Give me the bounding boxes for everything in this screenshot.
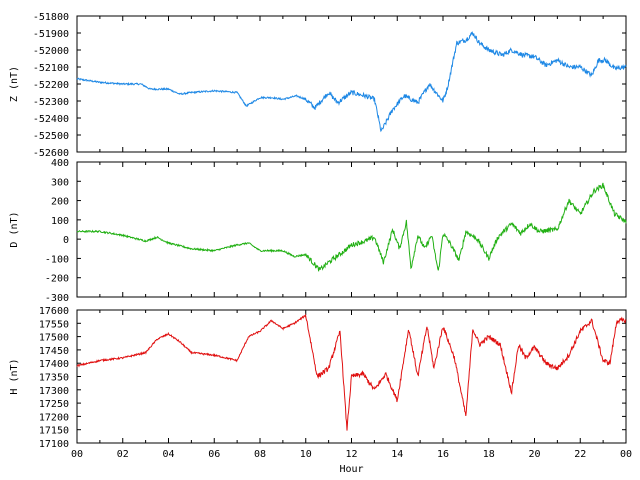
ytick-label-h: 17200 — [39, 412, 69, 423]
ytick-label-z: -52300 — [33, 97, 69, 108]
ytick-label-h: 17350 — [39, 373, 69, 384]
xtick-label: 04 — [162, 449, 174, 460]
ytick-label-d: 100 — [51, 216, 69, 227]
xtick-label: 00 — [71, 449, 83, 460]
ytick-label-h: 17150 — [39, 426, 69, 437]
ytick-label-h: 17500 — [39, 333, 69, 344]
series-line-h — [76, 313, 626, 431]
xtick-label: 06 — [208, 449, 220, 460]
ytick-label-z: -52200 — [33, 80, 69, 91]
xtick-label: 16 — [437, 449, 449, 460]
ylabel-h: H (nT) — [9, 358, 20, 394]
ytick-label-h: 17250 — [39, 399, 69, 410]
ytick-label-h: 17300 — [39, 386, 69, 397]
ytick-label-h: 17100 — [39, 439, 69, 450]
ytick-label-d: -100 — [45, 254, 69, 265]
ytick-label-d: 300 — [51, 177, 69, 188]
ylabel-z: Z (nT) — [9, 66, 20, 102]
xtick-label: 00 — [620, 449, 632, 460]
xtick-label: 18 — [483, 449, 495, 460]
series-line-z — [76, 30, 627, 133]
ytick-label-z: -51800 — [33, 12, 69, 23]
xtick-label: 14 — [391, 449, 403, 460]
xtick-label: 08 — [254, 449, 266, 460]
ytick-label-d: -200 — [45, 274, 69, 285]
ytick-label-d: 200 — [51, 197, 69, 208]
ytick-label-z: -52600 — [33, 148, 69, 159]
panel-frame-z — [76, 15, 627, 153]
xtick-label: 02 — [117, 449, 129, 460]
ytick-label-d: 400 — [51, 158, 69, 169]
ytick-label-h: 17450 — [39, 346, 69, 357]
xtick-label: 22 — [574, 449, 586, 460]
ytick-label-d: -300 — [45, 293, 69, 304]
ytick-label-z: -52500 — [33, 131, 69, 142]
ytick-label-h: 17400 — [39, 359, 69, 370]
ytick-label-z: -52100 — [33, 63, 69, 74]
ytick-label-h: 17550 — [39, 319, 69, 330]
xtick-label: 20 — [528, 449, 540, 460]
ytick-label-z: -52400 — [33, 114, 69, 125]
ytick-label-d: 0 — [63, 235, 69, 246]
xlabel: Hour — [339, 464, 363, 475]
series-line-d — [76, 182, 627, 272]
xtick-label: 10 — [300, 449, 312, 460]
ytick-label-z: -52000 — [33, 46, 69, 57]
ylabel-d: D (nT) — [9, 211, 20, 247]
xtick-label: 12 — [345, 449, 357, 460]
ytick-label-z: -51900 — [33, 29, 69, 40]
ytick-label-h: 17600 — [39, 306, 69, 317]
